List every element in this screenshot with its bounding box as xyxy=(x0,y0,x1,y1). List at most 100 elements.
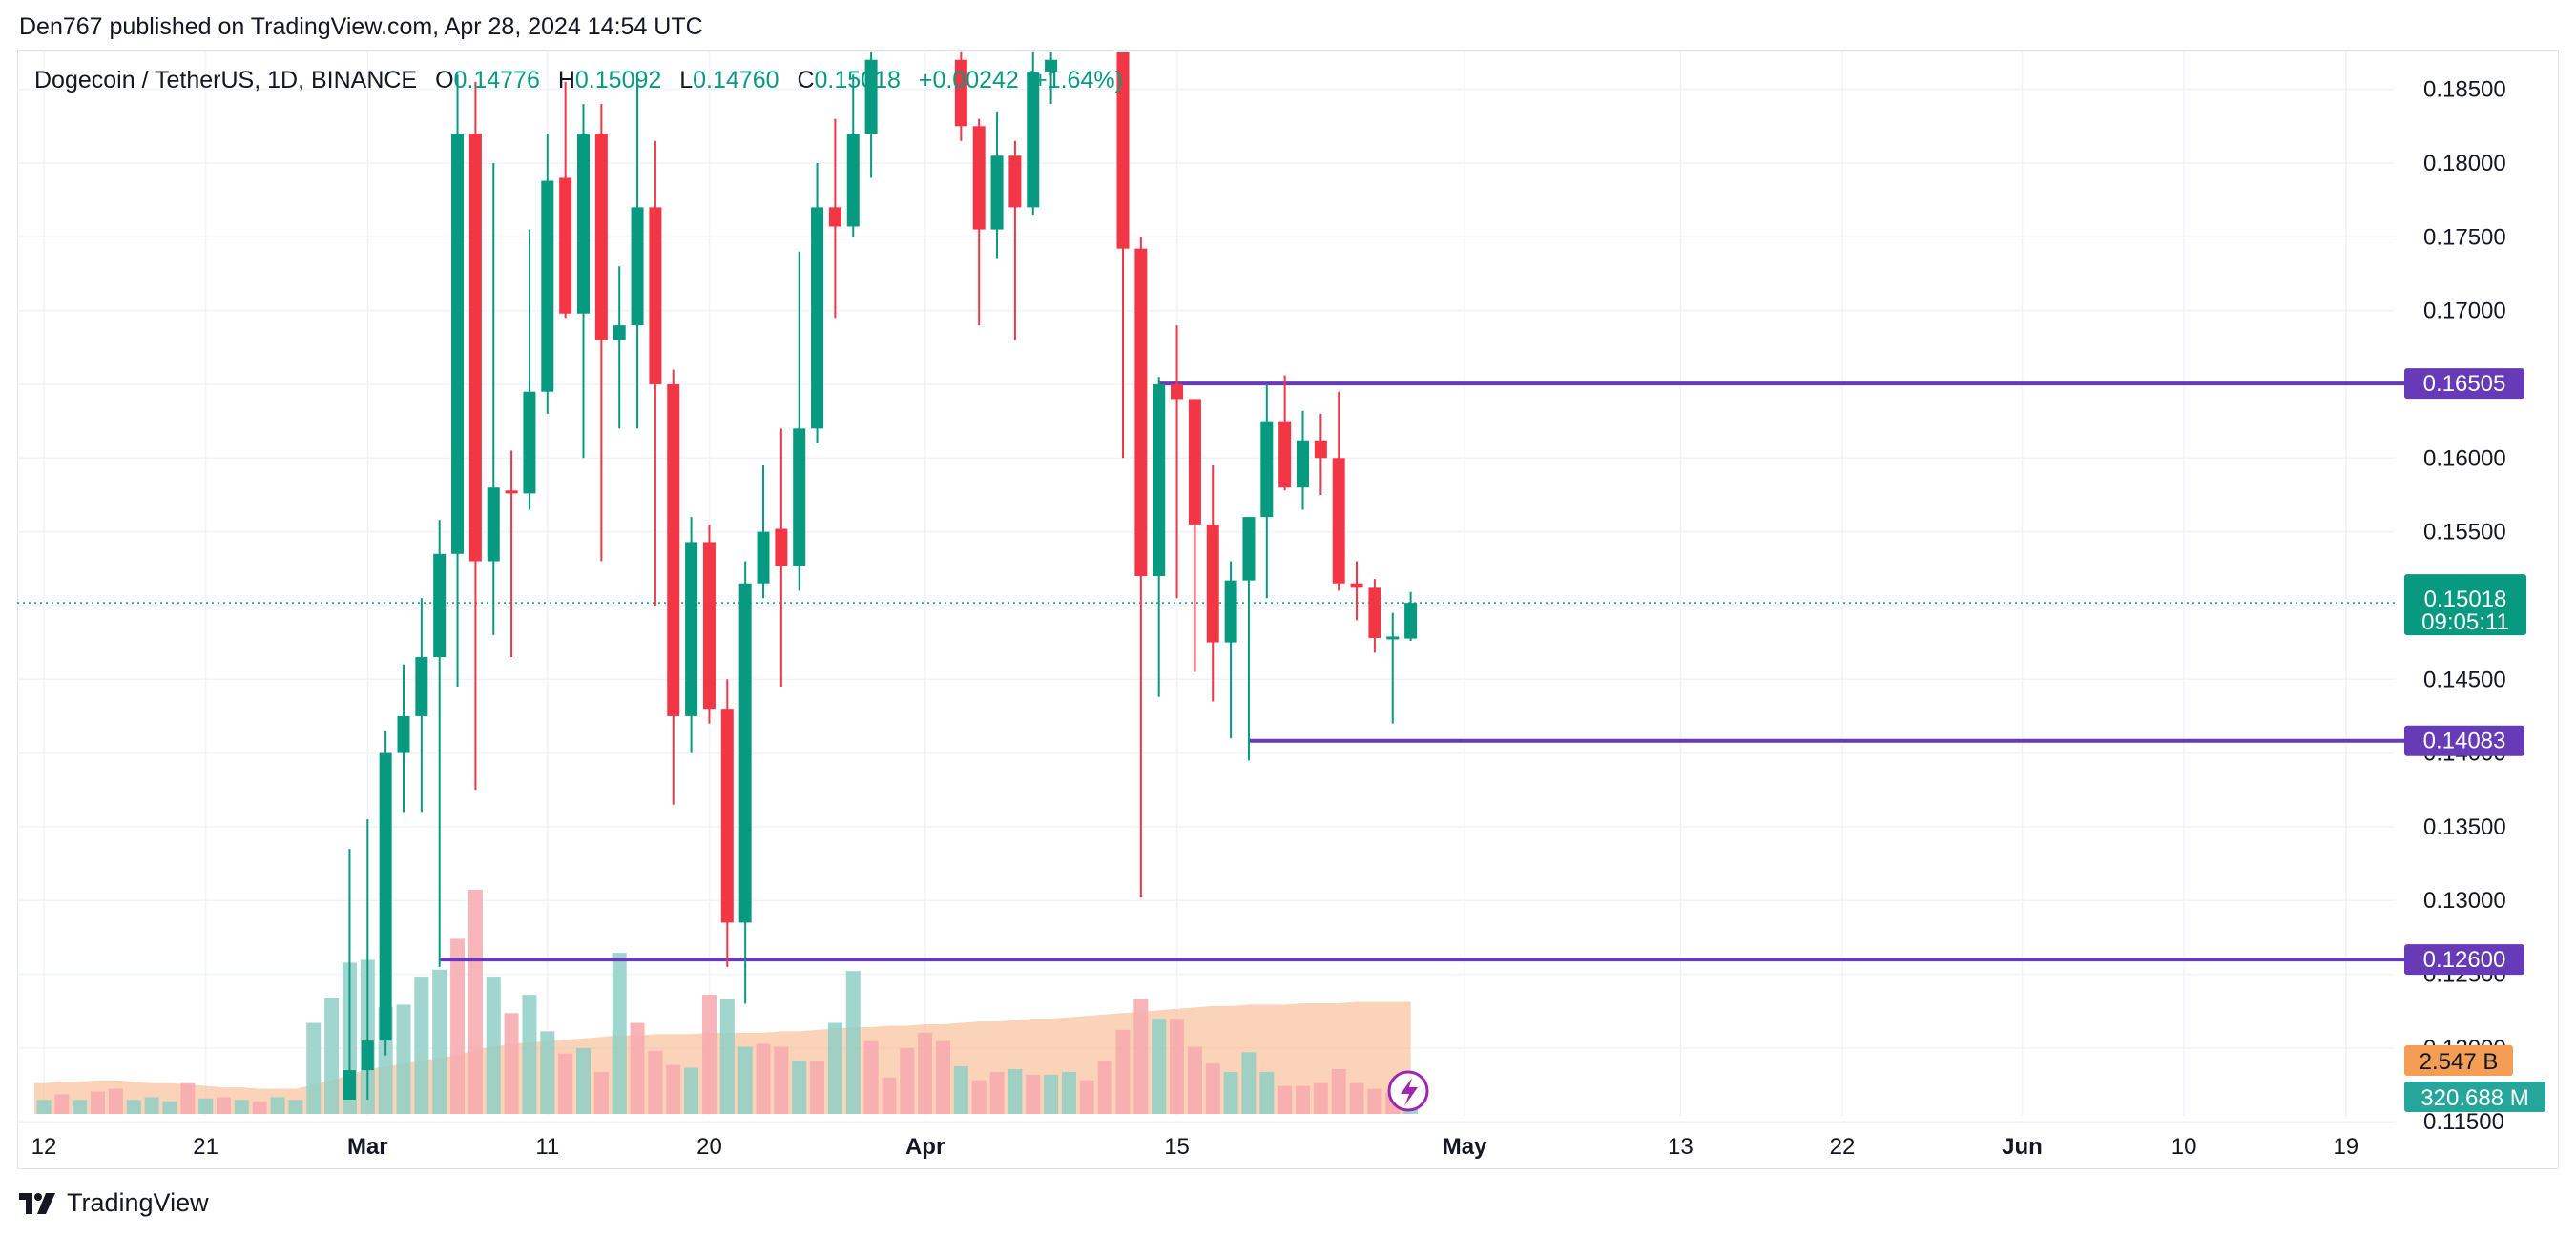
volume-bar xyxy=(1367,1088,1382,1114)
price-tick-label: 0.17000 xyxy=(2423,299,2506,324)
time-tick-label: 12 xyxy=(31,1134,57,1160)
volume-bar xyxy=(198,1098,214,1114)
volume-bar xyxy=(1044,1074,1059,1114)
volume-bar xyxy=(558,1053,573,1114)
volume-bar xyxy=(414,977,429,1114)
volume-bar xyxy=(486,977,501,1114)
candle-body xyxy=(487,487,500,562)
volume-pane xyxy=(34,890,1419,1114)
volume-bar xyxy=(971,1080,987,1114)
level-tag-label: 0.16505 xyxy=(2423,371,2506,397)
time-tick-label: Jun xyxy=(2002,1134,2043,1160)
candle-body xyxy=(757,531,770,584)
volume-bar xyxy=(540,1031,555,1114)
volume-bar xyxy=(108,1088,123,1114)
replay-icon[interactable] xyxy=(1387,1070,1429,1112)
candle-body xyxy=(451,134,465,554)
candle-body xyxy=(1386,636,1400,640)
price-tick-label: 0.17500 xyxy=(2423,224,2506,250)
level-tag xyxy=(2404,725,2524,756)
volume-tag xyxy=(2404,1082,2545,1112)
open-value: 0.14776 xyxy=(453,67,540,93)
volume-bar xyxy=(36,1100,52,1114)
volume-bar xyxy=(306,1022,322,1114)
volume-bar xyxy=(1313,1082,1328,1114)
candle-body xyxy=(667,383,680,716)
volume-bar xyxy=(234,1100,249,1114)
candle-body xyxy=(972,126,986,230)
candle-body xyxy=(613,325,626,340)
candle-body xyxy=(523,391,536,494)
candle-body xyxy=(1027,72,1040,208)
volume-bar xyxy=(1008,1069,1023,1114)
symbol-name[interactable]: Dogecoin / TetherUS, 1D, BINANCE xyxy=(34,67,418,93)
footer-brand[interactable]: TradingView xyxy=(19,1188,209,1218)
candle-body xyxy=(1314,440,1327,459)
candle-body xyxy=(649,207,662,384)
volume-bar xyxy=(252,1101,267,1114)
chart-grid xyxy=(17,50,2395,1123)
price-tick-label: 0.18500 xyxy=(2423,77,2506,103)
time-tick-label: 11 xyxy=(535,1134,559,1160)
candle-body xyxy=(990,155,1004,230)
tradingview-wordmark: TradingView xyxy=(67,1188,209,1217)
volume-bar xyxy=(1097,1061,1112,1114)
candle-body xyxy=(559,177,572,314)
high-label: H xyxy=(557,67,575,93)
volume-bar xyxy=(719,999,735,1114)
candle-body xyxy=(1278,421,1292,488)
low-label: L xyxy=(679,67,694,93)
low-value: 0.14760 xyxy=(693,67,779,93)
candle-body xyxy=(1045,59,1058,72)
time-tick-label: 10 xyxy=(2171,1134,2197,1160)
volume-bar xyxy=(1079,1080,1094,1114)
time-tick-label: 19 xyxy=(2333,1134,2358,1160)
candle-body xyxy=(468,134,482,562)
volume-bar xyxy=(666,1064,681,1114)
level-tag-label: 0.12600 xyxy=(2423,947,2506,973)
ohlc-legend: Dogecoin / TetherUS, 1D, BINANCE O0.1477… xyxy=(34,67,1123,94)
candle-body xyxy=(828,207,841,227)
candle-body xyxy=(505,490,518,494)
volume-bar xyxy=(1061,1071,1076,1114)
candle-body xyxy=(1404,603,1418,639)
chart-frame[interactable] xyxy=(17,50,2559,1169)
volume-bar xyxy=(1026,1074,1041,1114)
volume-bar xyxy=(1187,1046,1202,1114)
candle-body xyxy=(1224,580,1237,643)
candle-body xyxy=(1260,421,1274,518)
price-tick-label: 0.14500 xyxy=(2423,667,2506,692)
candle-body xyxy=(864,59,878,134)
last-price-label: 0.15018 xyxy=(2424,587,2507,612)
candle-body xyxy=(397,715,410,753)
time-tick-label: 21 xyxy=(193,1134,218,1160)
volume-bar xyxy=(1133,999,1149,1114)
candle-body xyxy=(1171,383,1184,400)
volume-bar xyxy=(1278,1085,1293,1114)
volume-bar xyxy=(1205,1063,1220,1114)
volume-bar xyxy=(827,1022,842,1114)
volume-bar xyxy=(1152,1019,1167,1114)
candle-body xyxy=(1242,517,1256,581)
volume-bar xyxy=(162,1101,177,1114)
volume-bar xyxy=(144,1097,159,1114)
volume-bar xyxy=(648,1050,663,1114)
time-tick-label: 13 xyxy=(1668,1134,1693,1160)
volume-bar xyxy=(91,1091,106,1114)
volume-bar xyxy=(684,1067,699,1114)
candle-body xyxy=(702,542,716,710)
volume-bar xyxy=(1259,1071,1275,1114)
volume-bar xyxy=(1115,1029,1131,1114)
volume-bar xyxy=(576,1047,591,1114)
candlesticks xyxy=(343,52,1418,1100)
horizontal-levels xyxy=(17,381,2404,962)
close-label: C xyxy=(797,67,815,93)
published-by-line: Den767 published on TradingView.com, Apr… xyxy=(19,13,703,40)
volume-bar xyxy=(180,1082,196,1114)
candle-body xyxy=(954,59,967,127)
price-tick-label: 0.13500 xyxy=(2423,814,2506,840)
volume-bar xyxy=(1241,1052,1257,1114)
candle-body xyxy=(361,1040,374,1071)
